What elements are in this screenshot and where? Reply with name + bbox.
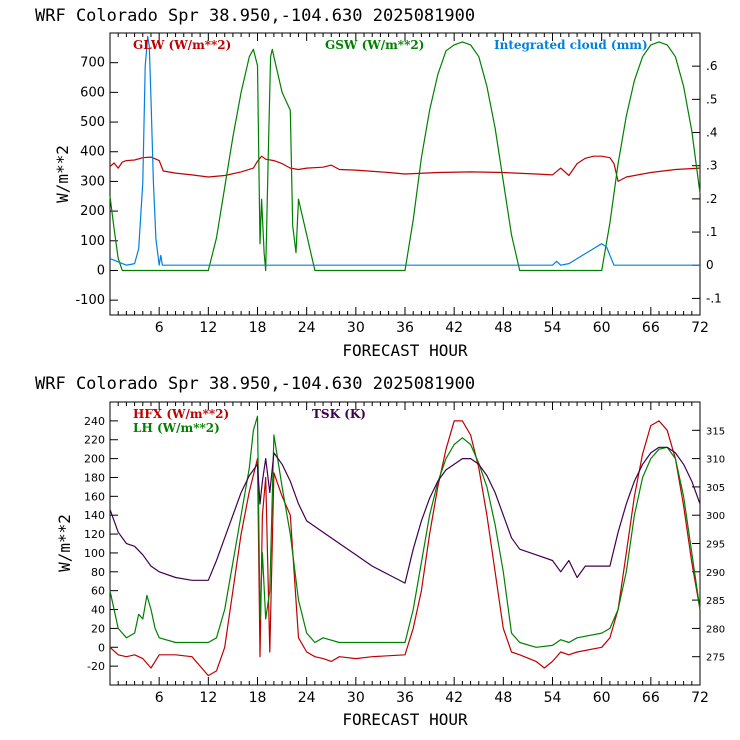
y-tick-label: 200: [80, 204, 105, 219]
chart-2-legend-lh: LH (W/m**2): [133, 421, 220, 435]
x-tick-label: 66: [642, 320, 660, 336]
y-tick-label: 700: [80, 56, 105, 71]
y2-tick-label: 300: [706, 511, 725, 522]
glw-gsw-cloud-chart: WRF Colorado Spr 38.950,-104.630 2025081…: [35, 6, 722, 360]
x-tick-label: 24: [298, 690, 316, 706]
y2-tick-label: .5: [706, 92, 717, 106]
y2-tick-label: .1: [706, 225, 717, 239]
y-tick-label: 60: [91, 585, 105, 598]
x-tick-label: 6: [155, 320, 164, 336]
y-tick-label: 120: [84, 528, 105, 541]
chart-1-legend-gsw: GSW (W/m**2): [325, 38, 424, 52]
tsk-series-line: [109, 446, 701, 584]
y-tick-label: 180: [84, 471, 105, 484]
y2-tick-label: 290: [706, 568, 725, 579]
chart-1-legend-glw: GLW (W/m**2): [133, 38, 231, 52]
y2-tick-label: 275: [706, 653, 725, 664]
glw-series-line: [109, 155, 701, 182]
chart-1-x-axis-label: FORECAST HOUR: [342, 341, 468, 360]
chart-2-axes: 6 12 18 24 30 36 42 48 54 60 66 72 -20 0 20 40 60 80 100 12…: [84, 402, 725, 706]
x-tick-label: 42: [445, 690, 463, 706]
y2-tick-label: 310: [706, 455, 725, 466]
y-tick-label: -100: [75, 293, 105, 308]
y2-tick-label: .6: [706, 59, 717, 73]
y2-tick-label: 295: [706, 540, 725, 551]
x-tick-label: 24: [298, 320, 316, 336]
chart-1-y-axis-label: W/m**2: [53, 145, 72, 203]
y-tick-label: 100: [80, 234, 105, 249]
chart-2-y-axis-label: W/m**2: [55, 514, 74, 572]
gsw-series-line: [109, 41, 701, 272]
x-tick-label: 54: [544, 320, 562, 336]
chart-2-title: WRF Colorado Spr 38.950,-104.630 2025081…: [35, 374, 475, 394]
x-tick-label: 30: [347, 320, 365, 336]
y-tick-label: 0: [97, 263, 105, 278]
y2-tick-label: 285: [706, 596, 725, 607]
chart-2-legend-hfx: HFX (W/m**2): [133, 407, 229, 421]
y2-tick-label: 305: [706, 483, 725, 494]
chart-2-x-axis-label: FORECAST HOUR: [342, 710, 468, 729]
y-tick-label: 600: [80, 85, 105, 100]
chart-1-legend-cloud: Integrated cloud (mm): [494, 38, 648, 52]
y2-tick-label: -.1: [706, 291, 722, 305]
y-tick-label: -20: [87, 660, 105, 673]
hfx-lh-tsk-chart: WRF Colorado Spr 38.950,-104.630 2025081…: [35, 374, 725, 729]
y2-tick-label: .2: [706, 192, 717, 206]
x-tick-label: 18: [249, 320, 267, 336]
chart-2-series: [109, 415, 701, 677]
y-tick-label: 40: [91, 604, 105, 617]
y2-tick-label: 280: [706, 624, 725, 635]
x-tick-label: 6: [155, 690, 164, 706]
x-tick-label: 18: [249, 690, 267, 706]
y-tick-label: 80: [91, 566, 105, 579]
chart-2-legend-tsk: TSK (K): [312, 407, 366, 421]
x-tick-label: 12: [199, 690, 217, 706]
x-tick-label: 72: [691, 690, 709, 706]
x-tick-label: 48: [494, 320, 512, 336]
y-tick-label: 240: [84, 415, 105, 428]
chart-1-title: WRF Colorado Spr 38.950,-104.630 2025081…: [35, 6, 475, 26]
y-tick-label: 220: [84, 434, 105, 447]
y-tick-label: 200: [84, 453, 105, 466]
x-tick-label: 30: [347, 690, 365, 706]
hfx-series-line: [109, 420, 701, 677]
y-tick-label: 140: [84, 509, 105, 522]
y2-tick-label: 315: [706, 426, 725, 437]
y-tick-label: 20: [91, 622, 105, 635]
y2-tick-label: .4: [706, 126, 717, 140]
y-tick-label: 160: [84, 490, 105, 503]
x-tick-label: 12: [199, 320, 217, 336]
x-tick-label: 60: [593, 320, 611, 336]
chart-1-axes: 6 12 18 24 30 36 42 48 54 60 66 72 -100 0 100 200 300 400…: [75, 33, 722, 336]
x-tick-label: 54: [544, 690, 562, 706]
y2-tick-label: 0: [706, 258, 714, 272]
y-tick-label: 500: [80, 115, 105, 130]
x-tick-label: 36: [396, 320, 414, 336]
integrated-series-line: [109, 35, 700, 266]
x-tick-label: 66: [642, 690, 660, 706]
x-tick-label: 60: [593, 690, 611, 706]
y-tick-label: 100: [84, 547, 105, 560]
lh-series-line: [109, 415, 701, 648]
y-tick-label: 400: [80, 145, 105, 160]
x-tick-label: 42: [445, 320, 463, 336]
x-tick-label: 36: [396, 690, 414, 706]
y2-tick-label: .3: [706, 159, 717, 173]
chart-1-series: [109, 35, 701, 272]
y-tick-label: 300: [80, 174, 105, 189]
x-tick-label: 72: [691, 320, 709, 336]
x-tick-label: 48: [494, 690, 512, 706]
y-tick-label: 0: [98, 641, 105, 654]
